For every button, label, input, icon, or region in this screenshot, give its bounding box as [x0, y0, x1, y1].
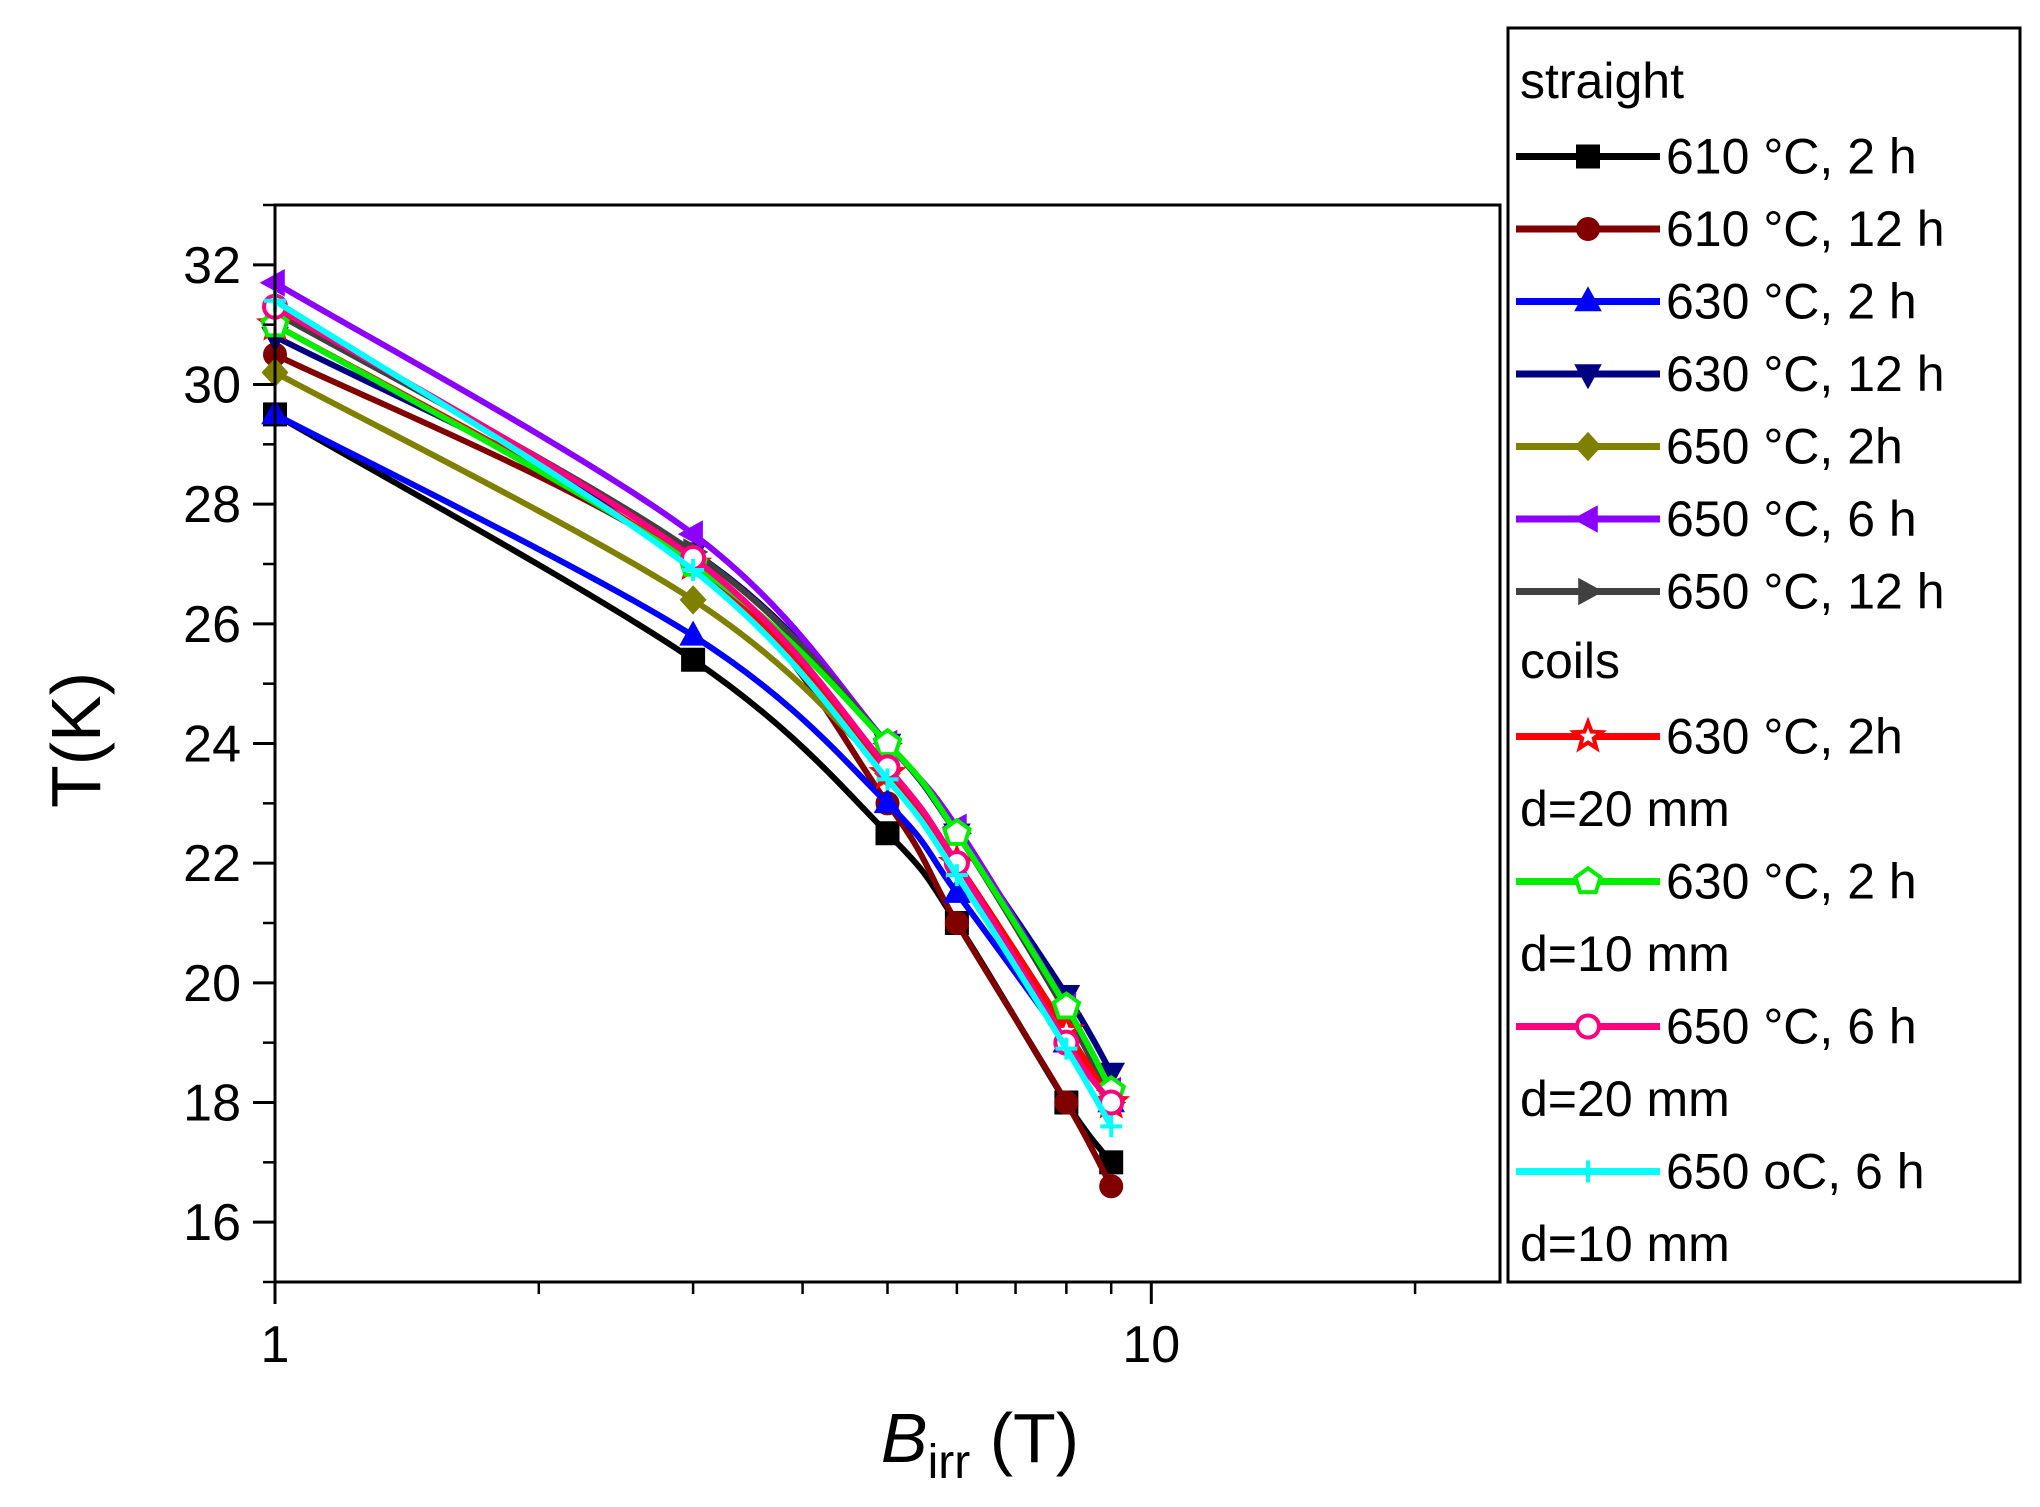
legend-label: 650 °C, 12 h — [1666, 564, 1945, 620]
data-point — [872, 727, 903, 757]
legend-entry: 650 °C, 6 h — [1516, 491, 1917, 547]
x-axis-title: Birr (T) — [881, 1399, 1079, 1489]
legend-group-header: coils — [1520, 633, 1620, 689]
legend-marker — [1574, 364, 1602, 390]
legend-label: d=10 mm — [1520, 1216, 1730, 1272]
legend-entry: 650 °C, 6 h d=20 mm — [1516, 999, 1917, 1127]
data-point — [259, 268, 285, 297]
data-point — [677, 520, 703, 548]
series-4 — [261, 326, 1125, 1088]
legend-label: 630 °C, 12 h — [1666, 346, 1945, 402]
legend-marker — [1576, 217, 1600, 241]
x-tick-label: 1 — [261, 1316, 290, 1374]
x-axis-title-subscript: irr — [928, 1436, 971, 1489]
data-point — [681, 647, 706, 672]
data-point — [679, 620, 707, 646]
data-point — [679, 585, 707, 615]
legend-label: 630 °C, 2 h — [1666, 854, 1917, 910]
legend-entry: 630 °C, 2 h d=10 mm — [1516, 854, 1917, 982]
data-point — [682, 558, 705, 581]
legend-entry: 650 °C, 2h — [1516, 419, 1903, 475]
legend-marker — [1575, 1013, 1601, 1040]
x-axis-title-symbol: B — [881, 1399, 928, 1477]
legend-entry: 650 °C, 12 h — [1516, 564, 1945, 620]
y-tick-label: 28 — [183, 476, 241, 534]
legend-entry: 610 °C, 12 h — [1516, 201, 1945, 257]
y-tick-label: 24 — [183, 716, 241, 774]
legend-label: 610 °C, 12 h — [1666, 201, 1945, 257]
legend-marker — [1569, 716, 1607, 753]
legend-marker — [1572, 505, 1598, 533]
legend-label: 650 oC, 6 h — [1666, 1144, 1925, 1200]
legend-marker — [1574, 286, 1602, 312]
legend-marker — [1577, 1160, 1599, 1183]
legend-label: d=10 mm — [1520, 926, 1730, 982]
y-tick-label: 26 — [183, 596, 241, 654]
series-1 — [263, 402, 1124, 1175]
legend-group-header: straight — [1520, 53, 1684, 109]
series-10 — [262, 293, 1125, 1116]
data-point — [945, 864, 968, 887]
series-7 — [265, 298, 1127, 1117]
series-line — [273, 310, 1114, 1104]
legend-entry: 610 °C, 2 h — [1516, 129, 1917, 185]
data-point — [876, 768, 899, 791]
series-line — [273, 298, 1114, 1128]
legend-label: 650 °C, 6 h — [1666, 491, 1917, 547]
y-tick-label: 22 — [183, 835, 241, 893]
data-point — [1100, 1115, 1123, 1138]
legend-marker — [1576, 144, 1600, 169]
series-line — [273, 369, 1114, 1105]
data-point — [944, 911, 969, 935]
legend-label: d=20 mm — [1520, 1071, 1730, 1127]
legend-label: 630 °C, 2 h — [1666, 274, 1917, 330]
series-3 — [261, 399, 1125, 1113]
data-point — [1055, 1037, 1078, 1060]
series-11 — [264, 289, 1123, 1138]
data-point — [943, 877, 971, 903]
legend-marker — [1578, 577, 1604, 606]
legend-entry: 630 °C, 2h d=20 mm — [1516, 709, 1903, 837]
y-tick-label: 20 — [183, 955, 241, 1013]
data-point — [1099, 1174, 1124, 1199]
data-point — [941, 817, 972, 846]
legend-marker — [1573, 865, 1603, 895]
y-axis-title: T(K) — [37, 672, 115, 808]
legend-entry: 630 °C, 2 h — [1516, 274, 1917, 330]
series-line — [273, 304, 1114, 1105]
y-tick-label: 18 — [183, 1075, 241, 1133]
data-point — [873, 788, 902, 814]
legend-label: 650 °C, 6 h — [1666, 999, 1917, 1055]
y-tick-label: 30 — [183, 357, 241, 415]
legend-label: 630 °C, 2h — [1666, 709, 1903, 765]
y-tick-label: 32 — [183, 237, 241, 295]
legend-label: 610 °C, 2 h — [1666, 129, 1917, 185]
series-line — [273, 411, 1114, 1105]
legend-label: d=20 mm — [1520, 781, 1730, 837]
x-tick-label: 10 — [1122, 1316, 1180, 1374]
data-point — [875, 821, 900, 846]
series-line — [273, 333, 1114, 1075]
data-point — [1054, 1090, 1079, 1115]
y-tick-label: 16 — [183, 1194, 241, 1252]
x-axis-title-unit: (T) — [970, 1399, 1079, 1477]
legend-entry: 650 oC, 6 h d=10 mm — [1516, 1144, 1925, 1272]
legend-label: 650 °C, 2h — [1666, 419, 1903, 475]
legend-marker — [1574, 431, 1602, 462]
data-point — [1051, 991, 1082, 1020]
legend-entry: 630 °C, 12 h — [1516, 346, 1945, 402]
